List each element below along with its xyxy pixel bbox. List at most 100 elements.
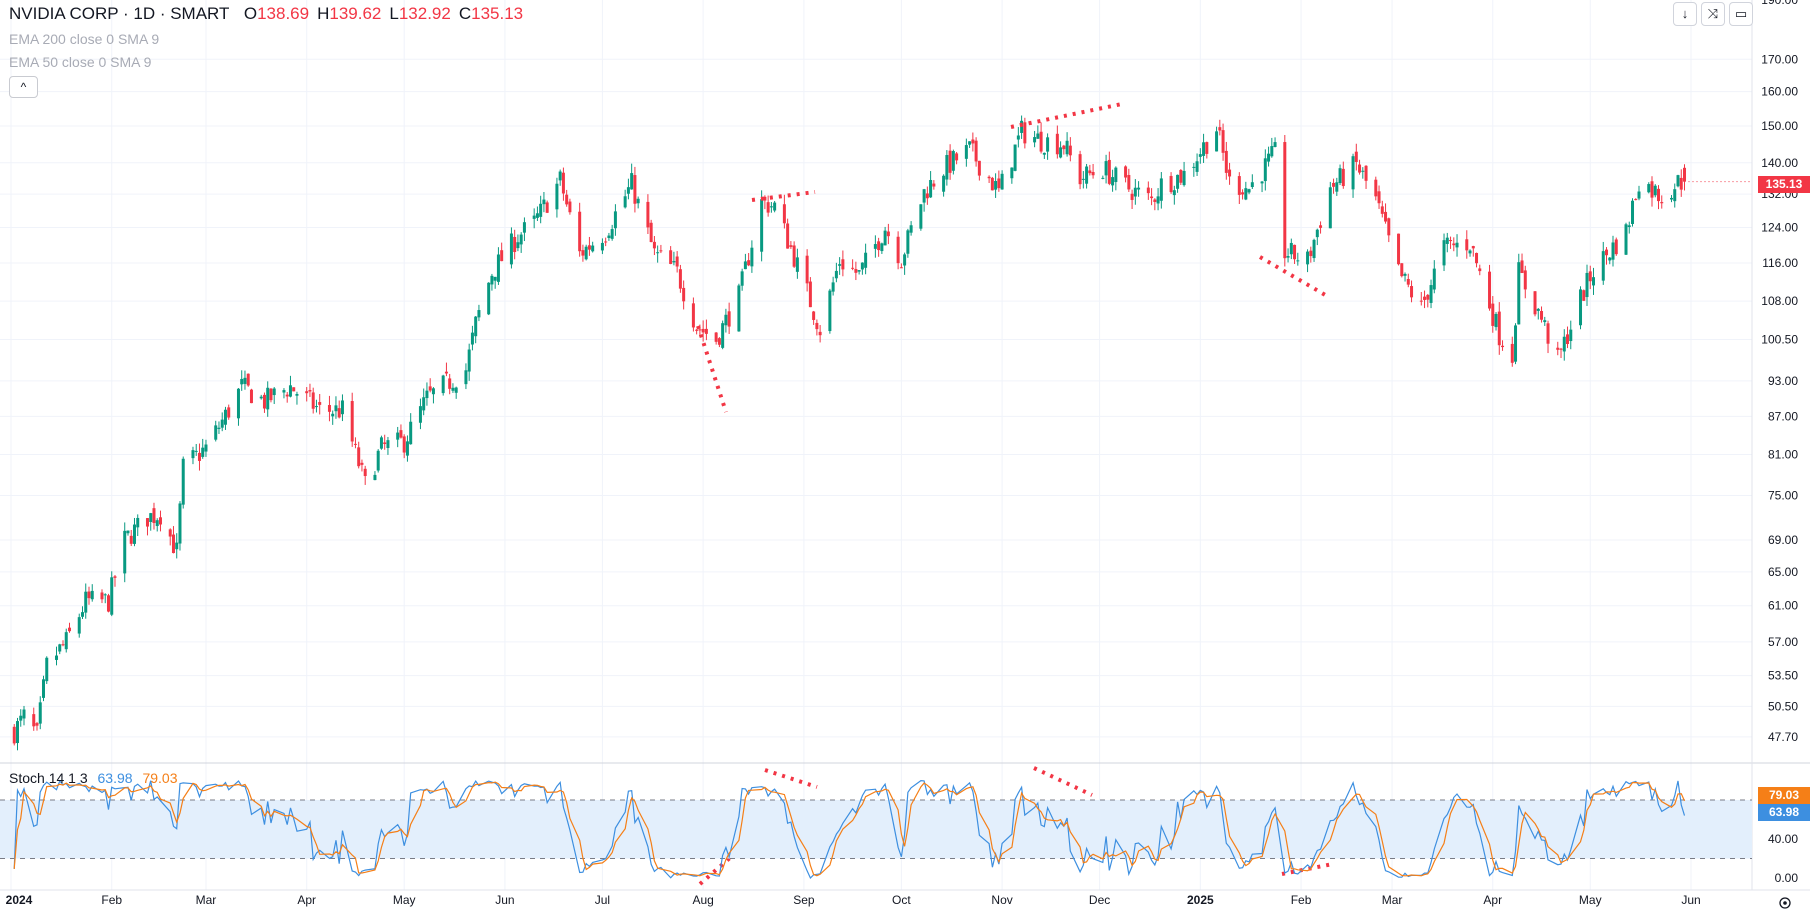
candle-body (1127, 174, 1131, 190)
candle-body (331, 413, 335, 417)
candle-body (1192, 166, 1196, 168)
candle-body (470, 332, 474, 345)
candle-body (1241, 192, 1245, 195)
candle-body (493, 276, 497, 281)
maximize-icon: ▭ (1734, 6, 1748, 21)
candle-body (249, 389, 253, 404)
candle-body (1634, 199, 1638, 201)
candle-body (704, 328, 708, 334)
ohlc-label-l: L (389, 4, 399, 23)
candle-body (841, 259, 845, 270)
candle-body (838, 264, 842, 266)
maximize-button[interactable]: ▭ (1729, 2, 1753, 26)
candle-body (987, 176, 991, 179)
settings-icon-ring (1779, 897, 1791, 909)
candle-body (955, 153, 959, 161)
time-axis: 2024 Feb Mar Apr May Jun Jul Aug Sep Oct Nov Dec 202… (6, 893, 1701, 907)
candle-body (932, 183, 936, 187)
candle-body (1624, 224, 1628, 255)
download-button[interactable]: ↓ (1673, 2, 1697, 26)
candle-body (1169, 175, 1173, 193)
candle-body (90, 590, 94, 600)
candle-body (1419, 300, 1423, 302)
candle-body (1608, 257, 1612, 261)
candle-body (724, 314, 728, 326)
candle-body (1403, 273, 1407, 276)
candle-body (672, 261, 676, 263)
candle-body (327, 405, 331, 412)
time-tick-label: Jun (495, 893, 514, 907)
candle-body (38, 702, 42, 724)
candle-body (1010, 167, 1014, 179)
candle-body (509, 233, 513, 265)
candle-body (405, 441, 409, 456)
candle-body (864, 252, 868, 268)
candle-body (1676, 175, 1680, 187)
candle-body (636, 198, 640, 204)
candle-body (782, 204, 786, 224)
candle-body (1351, 156, 1355, 190)
price-tick-label: 140.00 (1761, 156, 1798, 170)
candle-body (1647, 184, 1651, 193)
candle-body (1150, 196, 1154, 199)
collapse-legend-button[interactable]: ^ (9, 76, 38, 98)
candle-body (1146, 187, 1150, 194)
candle-body (194, 450, 198, 452)
candle-body (1341, 168, 1345, 187)
symbol-title[interactable]: NVIDIA CORP · 1D · SMART (9, 4, 230, 23)
candle-body (1309, 250, 1313, 257)
candle-body (1478, 268, 1482, 272)
candle-body (880, 243, 884, 252)
time-tick-label: Apr (1483, 893, 1502, 907)
time-tick-label: Apr (297, 893, 316, 907)
time-tick-label: Jun (1681, 893, 1700, 907)
candle-body (305, 391, 309, 394)
candle-body (649, 222, 653, 243)
indicator-ema50-label[interactable]: EMA 50 close 0 SMA 9 (9, 54, 152, 70)
price-tick-label: 190.00 (1761, 0, 1798, 7)
annotations (696, 102, 1334, 886)
candle-body (1319, 225, 1323, 228)
stoch-divergence-aug (698, 834, 757, 886)
candle-body (591, 245, 595, 252)
stoch-top-aug (764, 768, 818, 789)
candle-body (808, 281, 812, 308)
stoch-label[interactable]: Stoch 14 1 3 (9, 770, 88, 786)
candle-body (656, 252, 660, 254)
candle-body (623, 196, 627, 208)
candle-body (1611, 242, 1615, 260)
candle-body (1039, 131, 1043, 152)
candle-body (1546, 323, 1550, 344)
candle-body (857, 270, 861, 272)
top-line-nov (1010, 102, 1123, 129)
candle-body (760, 199, 764, 252)
candle-body (1078, 154, 1082, 185)
candle-body (1065, 140, 1069, 155)
candle-body (1176, 174, 1180, 189)
price-tick-label: 81.00 (1768, 448, 1798, 462)
stoch-k-value: 63.98 (97, 770, 133, 786)
candle-body (1397, 233, 1401, 265)
candle-body (1296, 260, 1300, 262)
collapse-arrows-button[interactable]: ⤨ (1701, 2, 1725, 26)
candle-body (464, 370, 468, 385)
candles (12, 115, 1687, 751)
candle-body (899, 267, 903, 269)
candle-body (1449, 239, 1453, 242)
candle-body (431, 388, 435, 395)
indicator-ema200-label[interactable]: EMA 200 close 0 SMA 9 (9, 31, 160, 47)
candle-body (1491, 303, 1495, 326)
candle-body (1442, 240, 1446, 266)
candle-body (646, 201, 650, 228)
candle-body (630, 173, 634, 190)
candle-body (1374, 179, 1378, 197)
price-tick-label: 61.00 (1768, 599, 1798, 613)
candle-body (652, 241, 656, 249)
settings-icon-center (1783, 901, 1787, 905)
candle-body (613, 211, 617, 229)
candle-body (1237, 176, 1241, 195)
candle-body (12, 726, 16, 744)
candle-body (990, 177, 994, 191)
candle-body (1520, 260, 1524, 274)
